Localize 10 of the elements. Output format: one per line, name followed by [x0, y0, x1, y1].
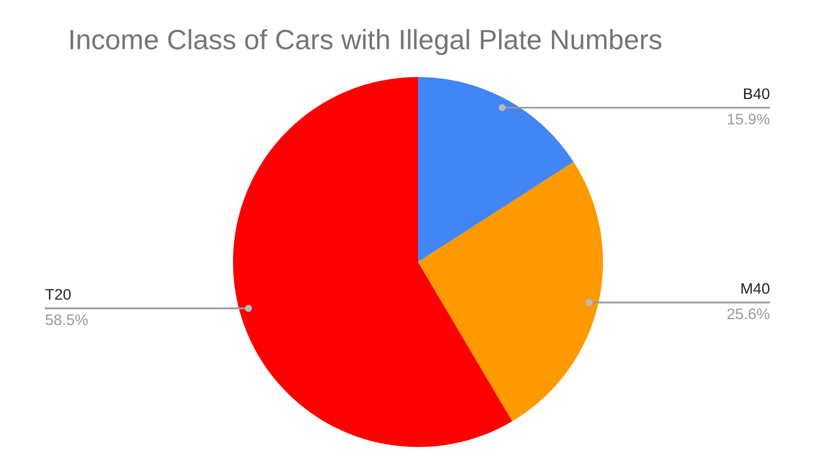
pie-slice	[233, 77, 512, 447]
data-label: 58.5%	[46, 314, 88, 326]
slice-label: T20	[45, 288, 71, 300]
data-label: 15.9%	[728, 114, 770, 124]
pie-slice	[418, 162, 603, 422]
slice-label: B40	[744, 88, 770, 100]
chart-title: Income Class of Cars with Illegal Plate Numbers	[70, 29, 662, 55]
data-label: 25.6%	[727, 308, 770, 320]
slice-label: M40	[742, 283, 770, 294]
pie-slice	[418, 77, 574, 262]
